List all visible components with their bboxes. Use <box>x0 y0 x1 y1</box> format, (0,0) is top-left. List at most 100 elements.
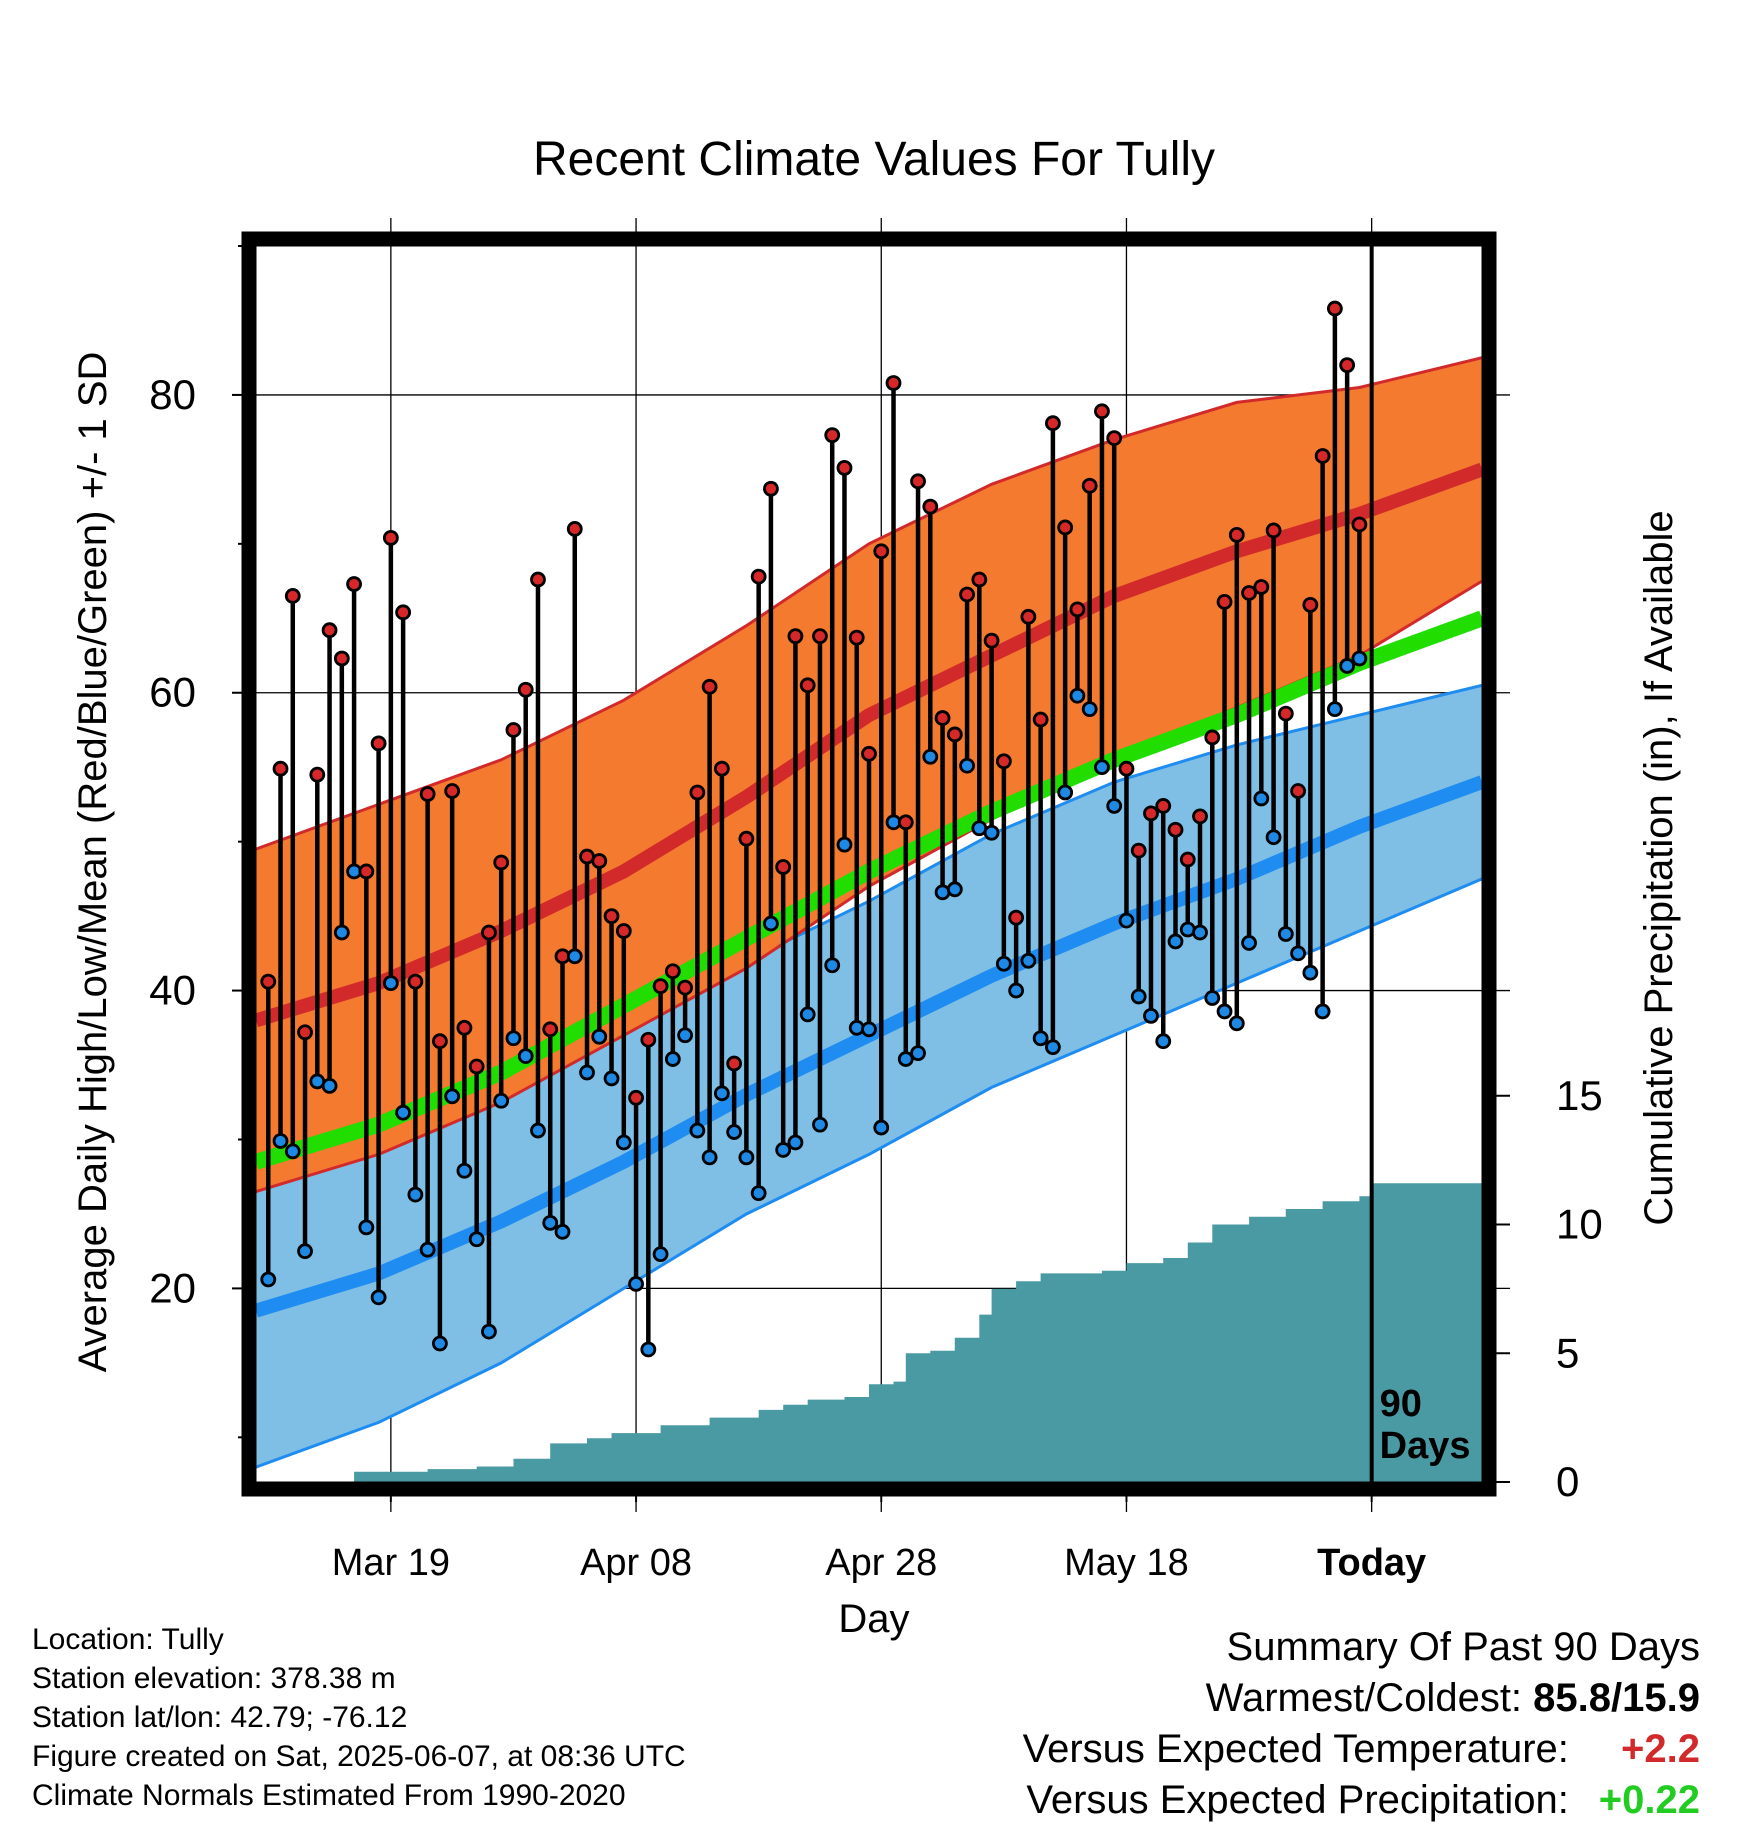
observed-low-point <box>1069 687 1086 704</box>
observed-high-point <box>333 650 350 667</box>
observed-high-point <box>799 677 816 694</box>
observed-low-point <box>284 1143 301 1160</box>
observed-high-point <box>1032 711 1049 728</box>
observed-high-point <box>419 786 436 802</box>
observed-high-point <box>1020 608 1037 625</box>
observed-low-point <box>701 1149 718 1166</box>
observed-low-point <box>1167 933 1184 950</box>
observed-low-point <box>995 955 1012 972</box>
observed-high-point <box>566 521 583 537</box>
observed-high-point <box>885 375 902 391</box>
observed-high-point <box>824 427 841 444</box>
observed-low-point <box>922 748 939 765</box>
observed-low-point <box>689 1122 706 1139</box>
observed-high-point <box>995 753 1012 770</box>
observed-low-point <box>1094 759 1110 776</box>
observed-low-point <box>799 1006 816 1023</box>
observed-high-point <box>652 978 669 995</box>
observed-high-point <box>456 1019 473 1036</box>
observed-high-point <box>493 854 510 871</box>
observed-low-point <box>1118 912 1135 929</box>
y-tick-label-left: 20 <box>149 1264 196 1311</box>
created-text: Figure created on Sat, 2025-06-07, at 08… <box>32 1740 686 1773</box>
observed-high-point <box>1106 430 1123 447</box>
observed-low-point <box>787 1134 804 1151</box>
observed-high-point <box>628 1089 644 1106</box>
observed-low-point <box>713 1085 730 1102</box>
observed-low-point <box>1130 988 1147 1005</box>
observed-high-point <box>1118 760 1135 777</box>
observed-high-point <box>910 473 926 490</box>
observed-low-point <box>946 881 963 898</box>
observed-low-point <box>566 948 583 965</box>
y-tick-label-right: 10 <box>1556 1201 1603 1248</box>
station-info: Location: Tully Station elevation: 378.3… <box>32 1620 686 1815</box>
observed-low-point <box>260 1271 277 1288</box>
observed-high-point <box>664 963 681 980</box>
warmest-value: 85.8/15.9 <box>1533 1676 1700 1720</box>
observed-low-point <box>1302 964 1319 981</box>
observed-high-point <box>272 760 289 777</box>
summary-warmest-row: Warmest/Coldest: 85.8/15.9 <box>1023 1673 1700 1724</box>
observed-low-point <box>1057 784 1074 801</box>
observed-high-point <box>615 923 632 939</box>
observed-high-point <box>1302 596 1319 613</box>
precip-label: Versus Expected Precipitation: <box>1026 1778 1569 1822</box>
observed-high-point <box>444 783 461 799</box>
observed-low-point <box>444 1088 461 1105</box>
today-days-label: 90 <box>1380 1383 1422 1425</box>
precip-area <box>354 1183 1482 1482</box>
observed-low-point <box>824 957 841 974</box>
observed-high-point <box>309 766 326 783</box>
observed-high-point <box>1008 909 1025 926</box>
plot-clip-group <box>256 300 1482 1482</box>
observed-low-point <box>456 1162 473 1179</box>
y-axis-label-right: Cumulative Precipitation (in), If Availa… <box>1637 510 1681 1225</box>
observed-high-point <box>897 814 914 831</box>
observed-high-point <box>297 1024 313 1041</box>
observed-low-point <box>775 1142 792 1158</box>
normal-low-lower-line <box>256 877 1482 1469</box>
observed-low-point <box>358 1219 375 1236</box>
observed-high-point <box>1130 842 1147 859</box>
observed-high-point <box>468 1058 485 1075</box>
observed-high-point <box>481 924 497 941</box>
observed-low-point <box>603 1070 620 1087</box>
observed-low-point <box>640 1341 657 1358</box>
observed-low-point <box>407 1186 424 1203</box>
x-tick-label: Mar 19 <box>332 1542 450 1584</box>
observed-high-point <box>1351 516 1368 533</box>
observed-low-point <box>873 1119 890 1136</box>
observed-low-point <box>542 1214 559 1231</box>
observed-low-point <box>1143 1007 1159 1024</box>
observed-high-point <box>922 498 939 515</box>
observed-low-point <box>1277 926 1294 942</box>
observed-low-point <box>1081 701 1098 718</box>
observed-low-point <box>1032 1030 1049 1047</box>
y-tick-label-right: 0 <box>1556 1458 1579 1505</box>
observed-low-point <box>395 1104 412 1121</box>
observed-high-point <box>370 735 387 752</box>
x-tick-label: May 18 <box>1064 1542 1189 1584</box>
observed-high-point <box>873 543 890 560</box>
observed-high-point <box>431 1033 448 1050</box>
observed-high-point <box>358 863 375 880</box>
observed-high-point <box>934 710 951 726</box>
observed-low-point <box>297 1243 313 1260</box>
plot-frame <box>241 231 1497 1497</box>
observed-high-point <box>382 529 399 546</box>
x-tick-label: Today <box>1317 1542 1426 1584</box>
observed-low-point <box>468 1231 485 1248</box>
x-tick-label: Apr 08 <box>580 1542 692 1584</box>
observed-low-point <box>1314 1003 1331 1020</box>
observed-low-point <box>1045 1039 1061 1056</box>
observed-low-point <box>1020 952 1037 969</box>
observed-high-point <box>1192 808 1208 825</box>
observed-low-point <box>1155 1033 1172 1050</box>
observed-high-point <box>1339 357 1356 374</box>
observed-low-point <box>530 1122 546 1139</box>
normal-high-upper-line <box>256 356 1482 851</box>
observed-low-point <box>1326 701 1343 718</box>
